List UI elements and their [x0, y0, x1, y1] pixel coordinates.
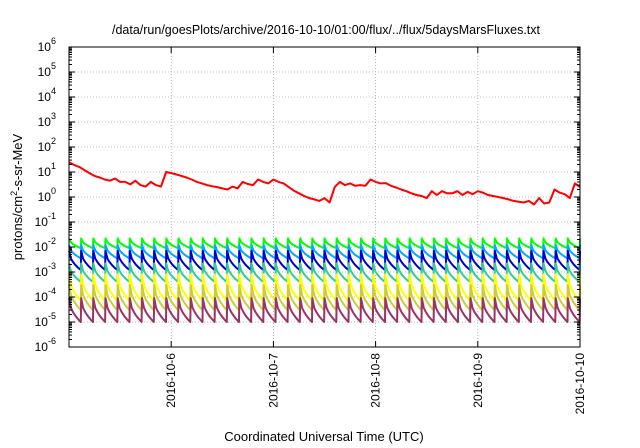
series-line — [68, 273, 581, 302]
y-tick-label: 106 — [38, 36, 56, 54]
series — [68, 161, 581, 323]
y-tick-label: 10-2 — [35, 236, 56, 254]
series-line — [68, 297, 581, 323]
y-tick-label: 100 — [38, 186, 56, 204]
y-tick-base: 10 — [38, 115, 52, 129]
y-tick-base: 10 — [35, 340, 49, 354]
y-axis-label-suffix: -s-sr-MeV — [10, 133, 25, 190]
y-tick-exponent: 0 — [51, 186, 56, 196]
y-tick-label: 103 — [38, 111, 56, 129]
y-tick-label: 10-1 — [35, 211, 56, 229]
series-line — [68, 249, 581, 271]
y-tick-base: 10 — [38, 165, 52, 179]
x-tick-label: 2016-10-7 — [266, 353, 280, 408]
y-tick-base: 10 — [35, 265, 49, 279]
series-line — [68, 262, 581, 283]
y-tick-base: 10 — [38, 140, 52, 154]
y-tick-base: 10 — [38, 40, 52, 54]
y-tick-label: 104 — [38, 86, 56, 104]
y-tick-base: 10 — [35, 215, 49, 229]
y-tick-exponent: 1 — [51, 161, 56, 171]
y-axis-label-prefix: protons/cm — [10, 196, 25, 260]
x-tick-label: 2016-10-10 — [573, 353, 587, 415]
y-tick-label: 105 — [38, 61, 56, 79]
y-tick-base: 10 — [35, 290, 49, 304]
y-tick-base: 10 — [38, 190, 52, 204]
y-tick-exponent: 4 — [51, 86, 56, 96]
y-axis-label: protons/cm2-s-sr-MeV — [9, 133, 25, 260]
y-tick-base: 10 — [35, 315, 49, 329]
y-tick-label: 102 — [38, 136, 56, 154]
y-tick-label: 10-3 — [35, 261, 56, 279]
x-tick-label: 2016-10-9 — [471, 353, 485, 408]
y-tick-label: 101 — [38, 161, 56, 179]
series-line — [68, 161, 581, 206]
y-tick-label: 10-6 — [35, 336, 56, 354]
x-axis-label: Coordinated Universal Time (UTC) — [224, 429, 423, 444]
series-line — [68, 284, 581, 312]
y-tick-exponent: -6 — [48, 336, 56, 346]
y-tick-base: 10 — [38, 65, 52, 79]
series-line — [68, 244, 581, 260]
y-tick-exponent: -2 — [48, 236, 56, 246]
y-tick-exponent: 6 — [51, 36, 56, 46]
y-tick-exponent: -4 — [48, 286, 56, 296]
y-tick-label: 10-5 — [35, 311, 56, 329]
y-tick-exponent: -5 — [48, 311, 56, 321]
y-tick-exponent: -1 — [48, 211, 56, 221]
chart-title: /data/run/goesPlots/archive/2016-10-10/0… — [112, 23, 541, 37]
y-tick-exponent: 3 — [51, 111, 56, 121]
series-line — [68, 237, 581, 250]
y-tick-exponent: 5 — [51, 61, 56, 71]
x-tick-label: 2016-10-8 — [369, 353, 383, 408]
x-tick-label: 2016-10-6 — [164, 353, 178, 408]
y-axis: 10-610-510-410-310-210-11001011021031041… — [35, 36, 580, 354]
y-tick-label: 10-4 — [35, 286, 56, 304]
x-axis: 2016-10-6 2016-10-7 2016-10-8 2016-10-9 2016… — [164, 47, 587, 414]
y-tick-exponent: 2 — [51, 136, 56, 146]
y-axis-label-sup: 2 — [9, 191, 19, 196]
y-tick-base: 10 — [35, 240, 49, 254]
y-tick-exponent: -3 — [48, 261, 56, 271]
y-tick-base: 10 — [38, 90, 52, 104]
